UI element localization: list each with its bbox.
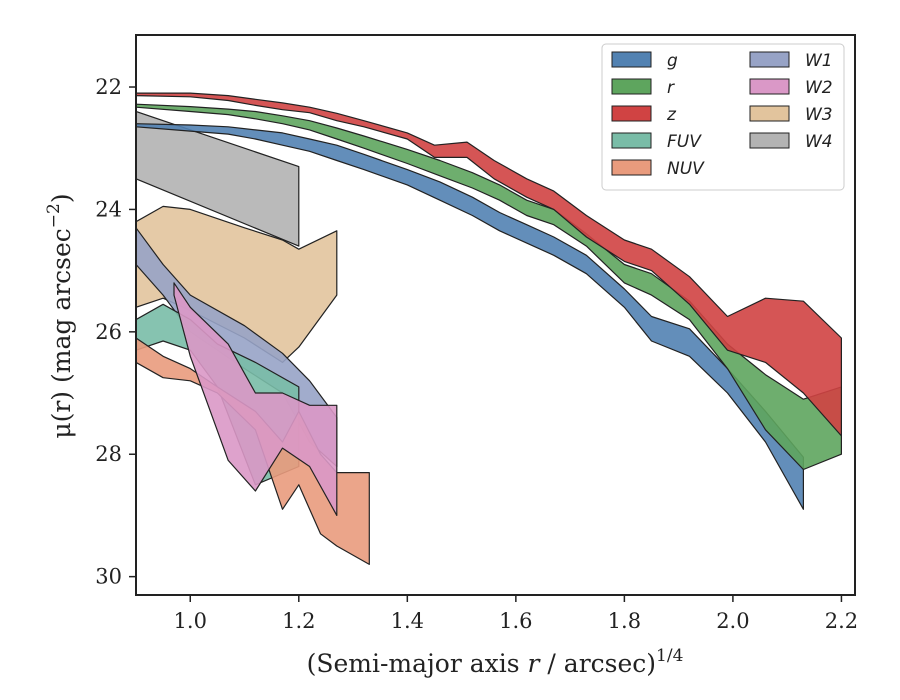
legend-swatch-r: [611, 78, 652, 95]
legend-label-nuv: NUV: [667, 159, 705, 179]
legend-swatch-w3: [749, 105, 790, 122]
legend-swatch-fuv: [611, 132, 652, 149]
y-tick-label: 26: [95, 320, 122, 344]
x-tick-label: 1.0: [174, 609, 207, 633]
legend: grz FUV NUV W1 W2 W3 W4: [601, 43, 845, 191]
legend-label-w4: W4: [805, 132, 833, 152]
band-w2: [173, 282, 338, 517]
legend-label-fuv: FUV: [667, 132, 702, 152]
band-r: [136, 103, 843, 471]
legend-swatch-w4: [749, 132, 790, 149]
legend-label-w2: W2: [805, 78, 833, 98]
legend-label-z: z: [666, 105, 677, 125]
x-tick-label: 2.2: [825, 609, 858, 633]
y-axis-title: μ(r) (mag arcsec−2): [44, 193, 76, 438]
ticks-layer: 1.0 1.2 1.4 1.6 1.8 2.0 2.2 22 24 26 28 30: [95, 75, 858, 633]
legend-swatch-z: [611, 105, 652, 122]
x-tick-label: 1.4: [391, 609, 424, 633]
legend-swatch-g: [611, 51, 652, 68]
y-tick-label: 28: [95, 442, 122, 466]
bands-layer: [136, 92, 843, 566]
legend-swatch-w1: [749, 51, 790, 68]
y-tick-label: 30: [95, 565, 122, 589]
legend-swatch-nuv: [611, 159, 652, 176]
legend-label-w3: W3: [805, 105, 833, 125]
x-tick-label: 2.0: [716, 609, 749, 633]
y-tick-label: 22: [95, 75, 122, 99]
x-tick-label: 1.8: [608, 609, 641, 633]
x-axis-title: (Semi-major axis r / arcsec)1/4: [307, 646, 684, 678]
x-tick-label: 1.2: [282, 609, 315, 633]
band-g: [136, 123, 805, 510]
legend-label-r: r: [667, 78, 675, 98]
band-w4: [136, 110, 300, 247]
legend-label-w1: W1: [805, 51, 833, 71]
legend-swatch-w2: [749, 78, 790, 95]
legend-label-g: g: [667, 51, 678, 71]
band-z: [136, 92, 843, 437]
x-tick-label: 1.6: [499, 609, 532, 633]
plot-frame: [135, 34, 856, 596]
y-tick-label: 24: [95, 197, 122, 221]
